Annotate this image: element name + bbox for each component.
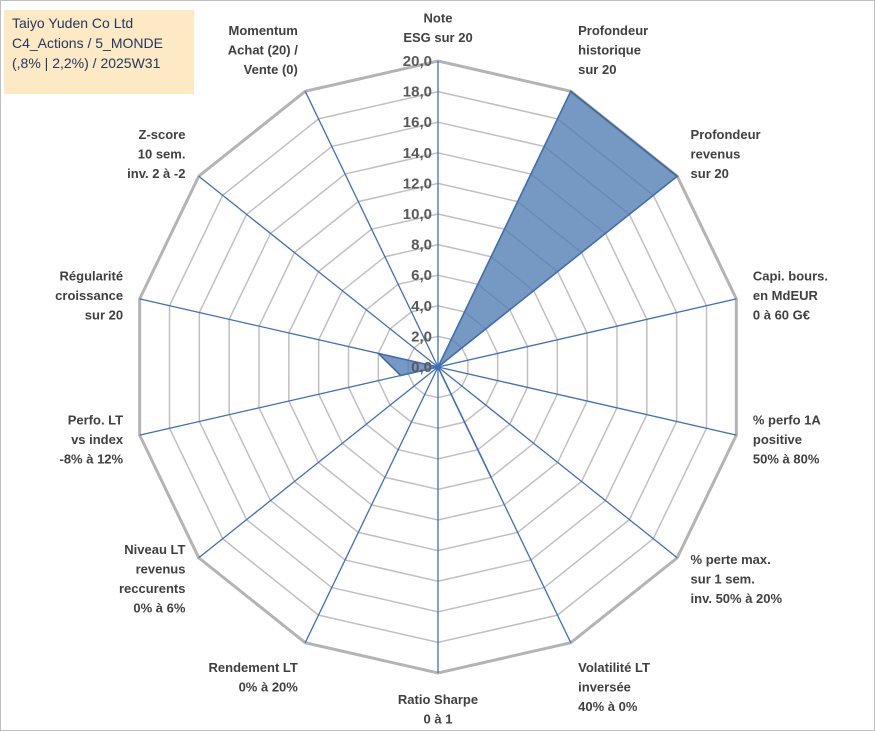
axis-label-line: Volatilité LT [578, 660, 650, 675]
axis-label-line: Ratio Sharpe [398, 692, 478, 707]
data-point [676, 175, 678, 177]
info-line-params: (,8% | 2,2%) / 2025W31 [12, 55, 161, 71]
radial-tick-label: 4,0 [411, 298, 432, 315]
axis-spoke [304, 366, 439, 643]
axis-label: Perfo. LT vs index -8% à 12% [60, 412, 124, 466]
axis-label: Momentum Achat (20) / Vente (0) [228, 23, 298, 77]
data-point [437, 366, 439, 368]
axis-label-line: sur 20 [691, 166, 729, 181]
axis-label-line: 0 à 60 G€ [753, 308, 810, 323]
axis-spoke [437, 366, 737, 436]
axis-label: Profondeur historique sur 20 [578, 23, 648, 77]
radial-tick-label: 18,0 [403, 84, 432, 101]
axis-label-line: 10 sem. [138, 147, 186, 162]
axis-label-line: Note [424, 11, 453, 26]
radial-tick-label: 0,0 [411, 359, 432, 376]
axis-label-line: 0% à 20% [239, 680, 299, 695]
axis-label-line: % perfo 1A [753, 412, 822, 427]
axis-label: Volatilité LT inversée 40% à 0% [578, 660, 650, 714]
axis-label-line: inversée [578, 680, 631, 695]
axis-label-line: 50% à 80% [753, 451, 820, 466]
axis-spoke [437, 91, 572, 368]
axis-label-line: 40% à 0% [578, 699, 638, 714]
axis-label: Note ESG sur 20 [403, 11, 472, 46]
axis-spoke [437, 366, 678, 559]
radial-tick-label: 12,0 [403, 175, 432, 192]
axis-spoke [437, 175, 678, 368]
data-point [400, 375, 402, 377]
radial-tick-label: 14,0 [403, 145, 432, 162]
axis-label: Niveau LT revenus reccurents 0% à 6% [119, 542, 186, 616]
axis-spoke [198, 366, 439, 559]
axis-label: Ratio Sharpe 0 à 1 [398, 692, 478, 727]
axis-label: % perte max. sur 1 sem. inv. 50% à 20% [691, 552, 783, 606]
axis-label-line: Profondeur [691, 127, 761, 142]
axis-label: Z-score 10 sem. inv. 2 à -2 [127, 127, 185, 181]
axis-label-line: Momentum [229, 23, 298, 38]
axis-spoke [304, 91, 439, 368]
axis-spoke [198, 175, 439, 368]
axis-label-line: vs index [71, 432, 124, 447]
axis-spoke [139, 298, 439, 368]
axis-label-line: % perte max. [691, 552, 771, 567]
axis-label-line: Achat (20) / [228, 42, 298, 57]
radial-tick-label: 16,0 [403, 114, 432, 131]
radial-tick-label: 10,0 [403, 206, 432, 223]
data-point [570, 90, 572, 92]
axis-label: Profondeur revenus sur 20 [691, 127, 761, 181]
axis-label-line: Perfo. LT [68, 412, 123, 427]
axis-label: Régularité croissance sur 20 [55, 269, 123, 323]
axis-label-line: Capi. bours. [753, 269, 828, 284]
axis-label-line: Z-score [138, 127, 185, 142]
axis-label-line: historique [578, 42, 641, 57]
axis-label-line: Vente (0) [244, 62, 298, 77]
axis-label-line: revenus [136, 562, 186, 577]
radial-tick-label: 6,0 [411, 267, 432, 284]
axis-label-line: en MdEUR [753, 288, 819, 303]
axis-label-line: Profondeur [578, 23, 648, 38]
axis-label-line: inv. 2 à -2 [127, 166, 185, 181]
data-point [377, 352, 379, 354]
axis-label-line: sur 20 [85, 308, 123, 323]
info-box: Taiyo Yuden Co Ltd C4_Actions / 5_MONDE … [4, 10, 194, 94]
info-line-category: C4_Actions / 5_MONDE [12, 35, 163, 51]
axis-label: Capi. bours. en MdEUR 0 à 60 G€ [753, 269, 828, 323]
axis-spoke [437, 298, 737, 368]
axis-label-line: croissance [55, 288, 123, 303]
axis-label-line: reccurents [119, 581, 185, 596]
axis-label-line: ESG sur 20 [403, 30, 472, 45]
axis-spoke [437, 366, 572, 643]
axis-label-line: 0% à 6% [133, 601, 185, 616]
axis-label-line: Régularité [60, 269, 124, 284]
axis-label-line: sur 20 [578, 62, 616, 77]
info-line-company: Taiyo Yuden Co Ltd [12, 15, 134, 31]
axis-label-line: Niveau LT [124, 542, 185, 557]
axis-label-line: 0 à 1 [424, 712, 453, 727]
radial-tick-label: 20,0 [403, 53, 432, 70]
radial-tick-label: 2,0 [411, 328, 432, 345]
axis-label-line: inv. 50% à 20% [691, 591, 783, 606]
axis-label-line: -8% à 12% [60, 451, 124, 466]
radial-tick-label: 8,0 [411, 237, 432, 254]
axis-label: Rendement LT 0% à 20% [209, 660, 299, 695]
axis-label: % perfo 1A positive 50% à 80% [753, 412, 822, 466]
axis-label-line: revenus [691, 147, 741, 162]
axis-spoke [139, 366, 439, 436]
axis-label-line: sur 1 sem. [691, 571, 755, 586]
data-point [490, 476, 492, 478]
axis-label-line: positive [753, 432, 802, 447]
axis-label-line: Rendement LT [209, 660, 298, 675]
